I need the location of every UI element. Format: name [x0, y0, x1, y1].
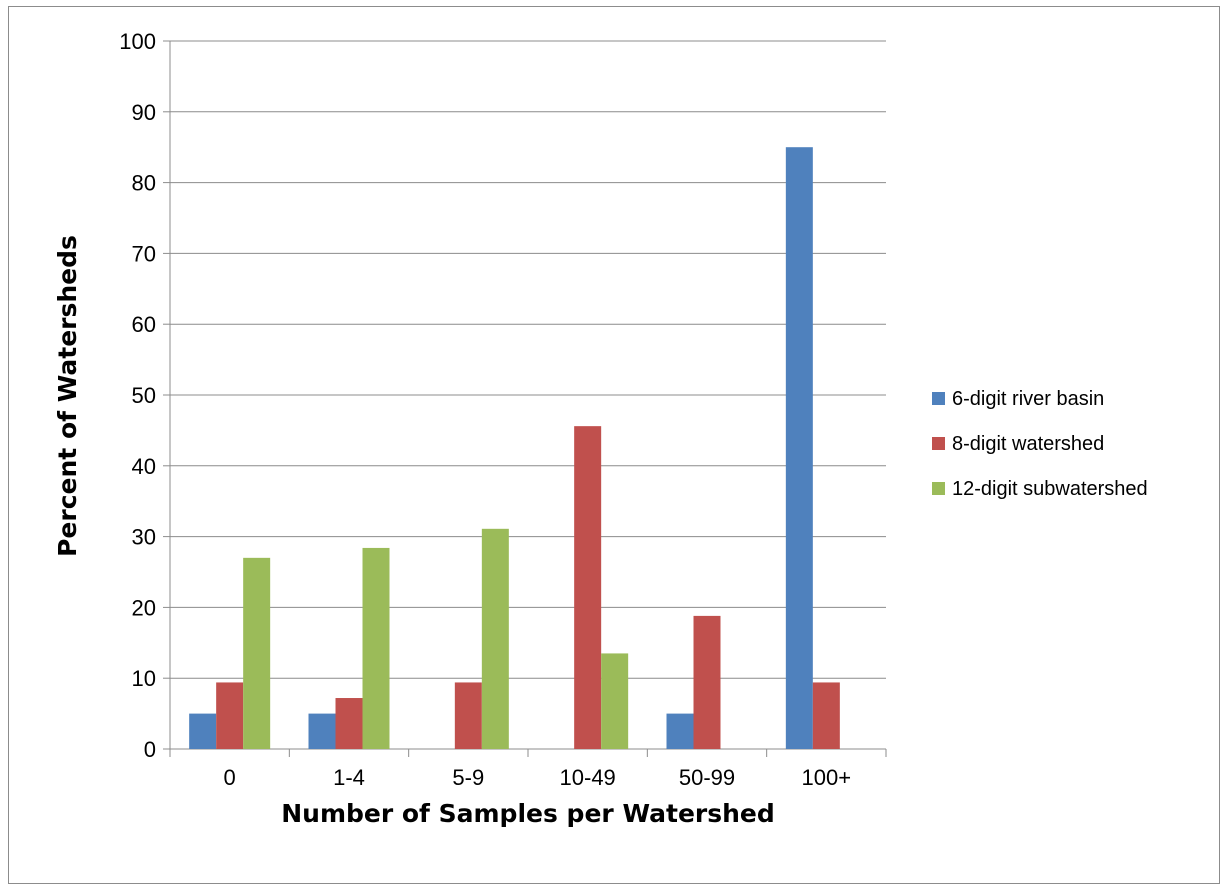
bar: [785, 147, 813, 749]
bar: [362, 547, 390, 749]
y-tick-label: 20: [132, 595, 156, 620]
legend-label: 12-digit subwatershed: [952, 478, 1148, 500]
bar: [335, 698, 363, 749]
bar: [601, 653, 629, 749]
legend-swatch: [932, 392, 945, 405]
y-tick-label: 100: [119, 29, 156, 54]
y-tick-label: 90: [132, 100, 156, 125]
legend-label: 8-digit watershed: [952, 433, 1104, 455]
bar: [454, 682, 482, 749]
legend-swatch: [932, 482, 945, 495]
y-tick-label: 10: [132, 666, 156, 691]
y-tick-label: 50: [132, 383, 156, 408]
y-axis-title: Percent of Watersheds: [53, 235, 82, 557]
y-tick-label: 80: [132, 171, 156, 196]
bar: [481, 528, 509, 749]
bar: [243, 557, 271, 749]
y-tick-label: 0: [144, 737, 156, 762]
y-tick-label: 40: [132, 454, 156, 479]
bar: [812, 682, 840, 749]
bar: [216, 682, 244, 749]
tick-labels: 0 10 20 30 40 50 60 70 80 90 100 0 1-4 5-9 10-49 50-99 1…: [119, 29, 851, 790]
legend-swatch: [932, 437, 945, 450]
bar: [189, 713, 217, 749]
bar: [666, 713, 694, 749]
y-tick-label: 70: [132, 241, 156, 266]
x-tick-label: 0: [224, 765, 236, 790]
y-tick-label: 30: [132, 525, 156, 550]
legend: 6-digit river basin 8-digit watershed 12-d…: [932, 388, 1148, 500]
x-tick-label: 100+: [802, 765, 852, 790]
x-tick-label: 1-4: [333, 765, 365, 790]
x-tick-label: 5-9: [452, 765, 484, 790]
x-tick-label: 50-99: [679, 765, 735, 790]
bar: [308, 713, 336, 749]
gridlines: [170, 40, 886, 679]
bar: [574, 426, 602, 749]
legend-label: 6-digit river basin: [952, 388, 1104, 410]
bar: [693, 615, 721, 749]
bars: [189, 147, 840, 749]
x-tick-label: 10-49: [560, 765, 616, 790]
axes: [163, 40, 887, 757]
x-axis-title: Number of Samples per Watershed: [281, 799, 775, 828]
y-tick-label: 60: [132, 312, 156, 337]
